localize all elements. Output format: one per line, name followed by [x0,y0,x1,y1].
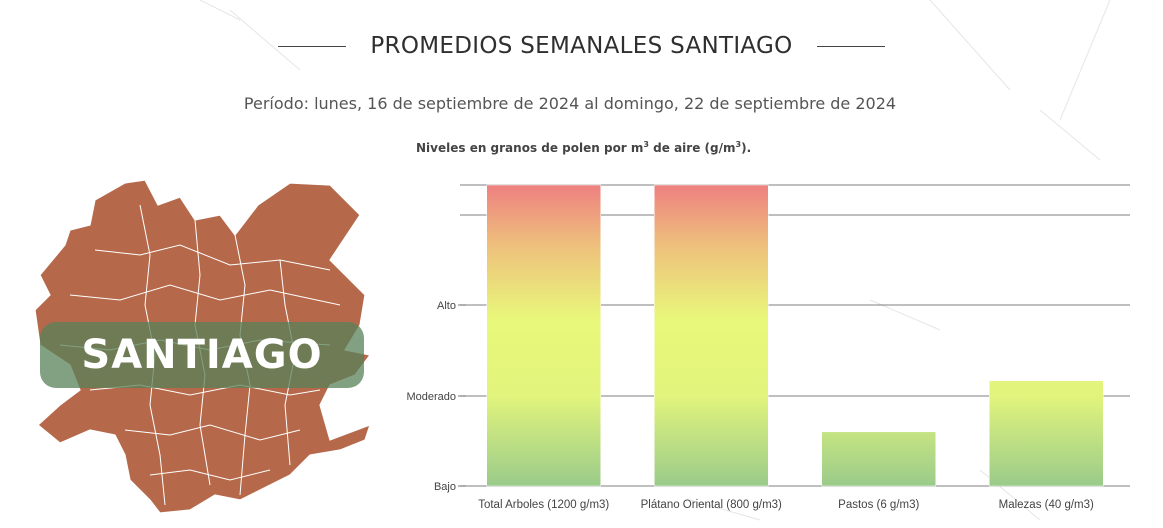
y-tick-label: Bajo [434,481,456,493]
unit-note-suffix: ). [741,141,752,155]
unit-note-sup-2: 3 [735,140,742,149]
y-tick-label: Moderado [406,391,456,403]
x-tick-label: Pastos (6 g/m3) [838,499,919,511]
bar[interactable] [654,184,769,487]
bar[interactable] [989,380,1104,487]
bar[interactable] [486,184,601,487]
unit-note-sup-1: 3 [643,140,649,149]
period-text: Período: lunes, 16 de septiembre de 2024… [243,94,897,113]
map-label: SANTIAGO [40,322,364,388]
x-tick-label: Plátano Oriental (800 g/m3) [641,499,782,511]
x-tick-label: Total Arboles (1200 g/m3) [478,499,609,511]
bar[interactable] [821,431,936,487]
unit-note: Niveles en granos de polen por m3 de air… [416,140,751,155]
unit-note-mid: de aire (g/m [649,141,736,155]
unit-note-prefix: Niveles en granos de polen por m [416,141,644,155]
x-tick-label: Malezas (40 g/m3) [999,499,1094,511]
header-rule-left [278,45,347,47]
page-title: PROMEDIOS SEMANALES SANTIAGO [370,33,793,59]
pollen-bar-chart: Bajo Moderado Alto Total Arboles (1200 g/m3… [406,184,1130,511]
y-tick-label: Alto [437,300,456,312]
map-label-text: SANTIAGO [81,332,323,378]
header-rule-right [816,45,885,47]
page-header: PROMEDIOS SEMANALES SANTIAGO [0,28,1163,64]
